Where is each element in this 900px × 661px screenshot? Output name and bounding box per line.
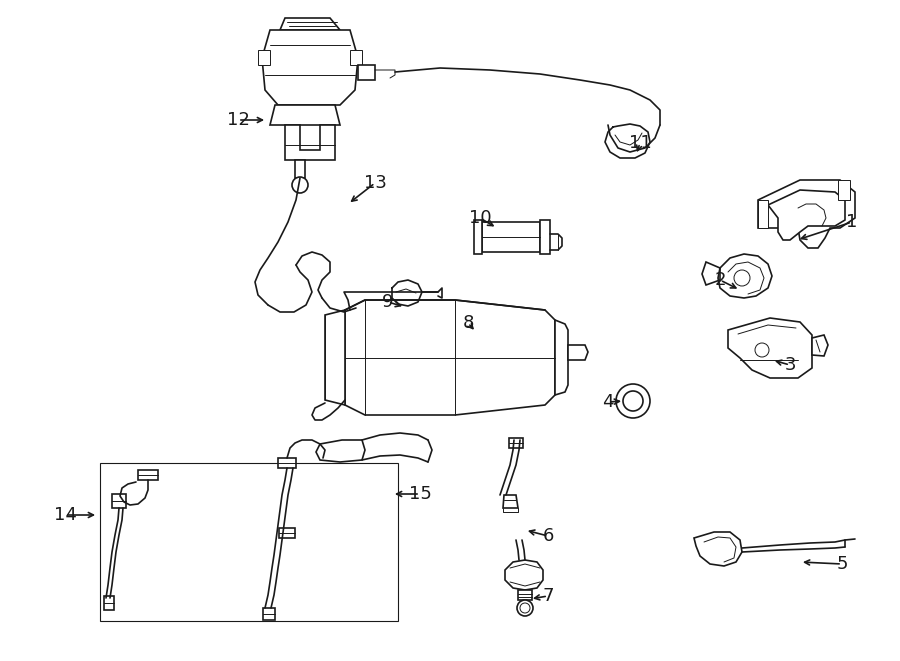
Polygon shape xyxy=(768,190,845,240)
Polygon shape xyxy=(482,222,540,252)
Text: 3: 3 xyxy=(784,356,796,374)
Circle shape xyxy=(517,600,533,616)
Polygon shape xyxy=(138,470,158,480)
Circle shape xyxy=(734,270,750,286)
Circle shape xyxy=(292,177,308,193)
Polygon shape xyxy=(278,458,296,468)
Circle shape xyxy=(755,343,769,357)
Polygon shape xyxy=(263,608,275,620)
Polygon shape xyxy=(728,318,812,378)
Polygon shape xyxy=(505,560,543,590)
Polygon shape xyxy=(280,18,340,30)
Text: 10: 10 xyxy=(469,209,491,227)
Polygon shape xyxy=(518,590,532,600)
Polygon shape xyxy=(758,200,768,228)
Polygon shape xyxy=(295,160,305,178)
Polygon shape xyxy=(474,220,482,254)
Polygon shape xyxy=(568,345,588,360)
Circle shape xyxy=(520,603,530,613)
Text: 15: 15 xyxy=(409,485,431,503)
Polygon shape xyxy=(758,180,855,248)
Polygon shape xyxy=(285,125,335,160)
Polygon shape xyxy=(555,320,568,395)
Text: 9: 9 xyxy=(382,293,394,311)
Text: 11: 11 xyxy=(628,134,652,152)
Polygon shape xyxy=(350,50,362,65)
Polygon shape xyxy=(270,105,340,125)
Polygon shape xyxy=(838,180,850,200)
Circle shape xyxy=(623,391,643,411)
Bar xyxy=(100,463,398,621)
Polygon shape xyxy=(694,532,742,566)
Text: 13: 13 xyxy=(364,174,386,192)
Text: 1: 1 xyxy=(846,213,858,231)
Polygon shape xyxy=(812,335,828,356)
Polygon shape xyxy=(503,495,518,508)
Polygon shape xyxy=(262,30,358,105)
Text: 2: 2 xyxy=(715,271,725,289)
Polygon shape xyxy=(540,220,550,254)
Text: 6: 6 xyxy=(543,527,553,545)
Polygon shape xyxy=(279,528,295,538)
Polygon shape xyxy=(325,310,345,405)
Polygon shape xyxy=(345,300,555,415)
Polygon shape xyxy=(258,50,270,65)
Polygon shape xyxy=(316,440,365,462)
Polygon shape xyxy=(104,596,114,610)
Circle shape xyxy=(616,384,650,418)
Text: 4: 4 xyxy=(602,393,614,411)
Text: 7: 7 xyxy=(542,587,554,605)
Polygon shape xyxy=(358,65,375,80)
Text: 14: 14 xyxy=(54,506,76,524)
Polygon shape xyxy=(702,262,720,285)
Text: 12: 12 xyxy=(227,111,249,129)
Polygon shape xyxy=(509,438,523,448)
Text: 8: 8 xyxy=(463,314,473,332)
Text: 5: 5 xyxy=(836,555,848,573)
Polygon shape xyxy=(112,494,126,508)
